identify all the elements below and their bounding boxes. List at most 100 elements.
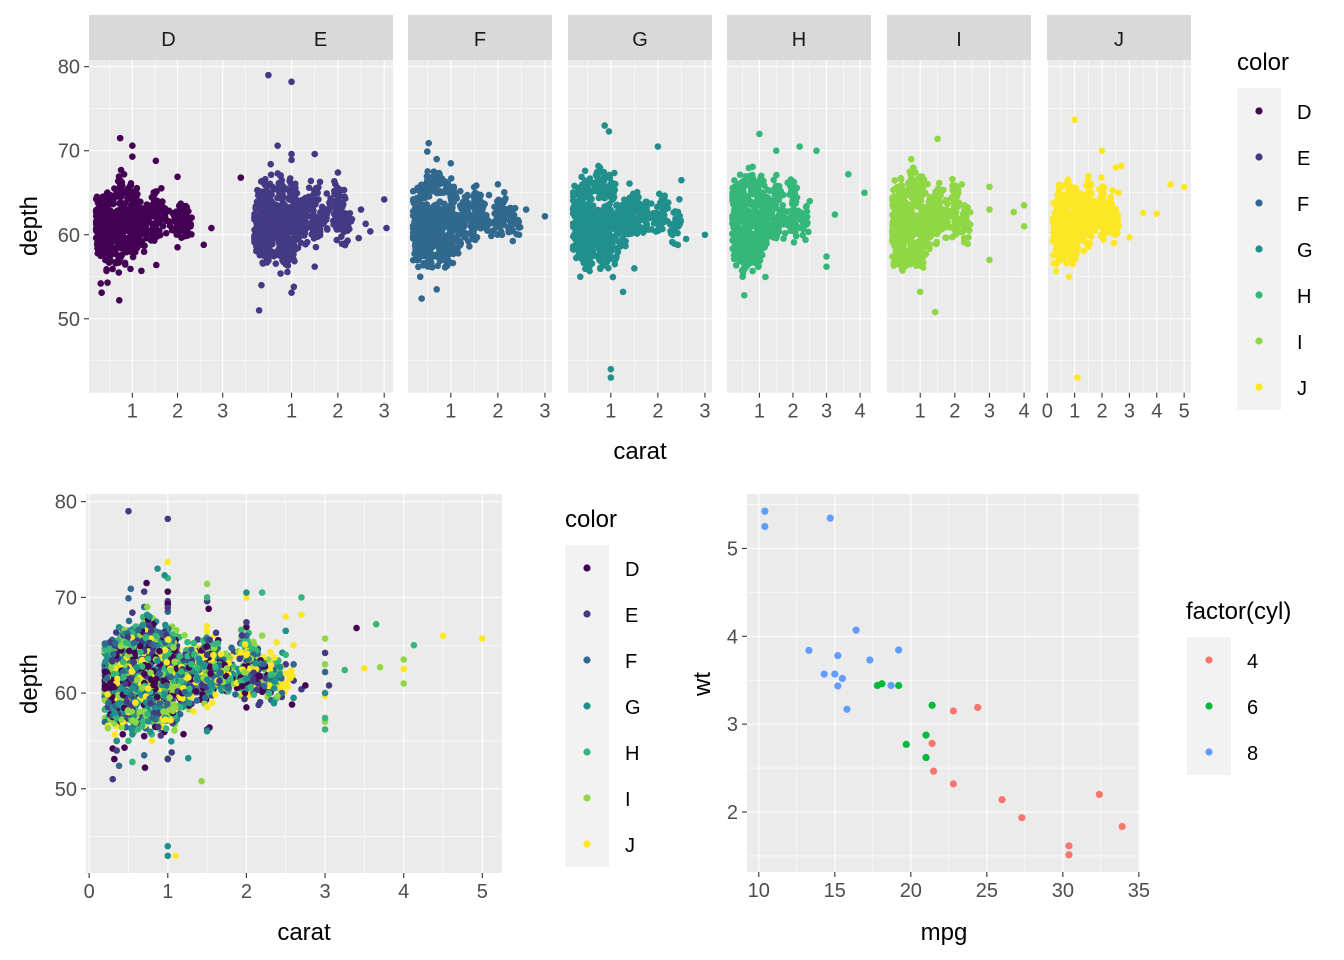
point: [428, 264, 436, 271]
point: [745, 164, 753, 172]
point: [922, 250, 930, 258]
point: [748, 240, 756, 248]
point: [162, 229, 170, 237]
point: [671, 208, 679, 215]
point: [643, 204, 650, 211]
point: [986, 206, 993, 213]
point: [275, 179, 283, 187]
point: [208, 224, 215, 232]
point: [434, 262, 441, 270]
point: [1058, 252, 1066, 260]
point: [941, 221, 948, 229]
point: [741, 230, 749, 238]
point: [355, 234, 363, 242]
point: [305, 184, 313, 192]
point: [437, 232, 444, 240]
point: [416, 273, 424, 281]
points-layer: [729, 130, 868, 299]
point: [265, 71, 272, 79]
x-tick-label: 1: [127, 401, 138, 423]
point: [135, 213, 142, 221]
point: [140, 248, 148, 256]
point: [269, 240, 276, 248]
x-tick-label: 2: [492, 401, 503, 423]
point: [948, 207, 956, 214]
point: [760, 228, 768, 236]
point: [903, 226, 910, 233]
point: [813, 147, 820, 155]
point: [642, 198, 650, 206]
point: [261, 175, 269, 183]
point: [515, 218, 523, 226]
point: [133, 244, 141, 252]
point: [318, 203, 326, 211]
x-tick-label: 4: [1151, 401, 1162, 423]
point: [607, 181, 615, 188]
point: [102, 246, 109, 253]
x-tick-label: 1: [915, 401, 926, 423]
point: [149, 224, 157, 232]
point: [776, 210, 784, 217]
point: [94, 222, 102, 230]
point: [603, 248, 611, 256]
point: [435, 251, 443, 259]
point: [97, 280, 105, 287]
point: [309, 212, 317, 220]
point: [272, 260, 280, 267]
point: [746, 260, 753, 267]
point: [613, 201, 621, 209]
point: [756, 130, 763, 138]
point: [274, 249, 282, 257]
point: [140, 207, 148, 214]
point: [425, 139, 433, 147]
point: [285, 196, 293, 203]
point: [658, 196, 666, 203]
point: [480, 223, 487, 231]
facet-strip-label: D: [161, 29, 175, 51]
point: [266, 181, 274, 189]
point: [129, 188, 137, 195]
point: [622, 238, 629, 245]
point: [455, 231, 463, 238]
point: [433, 183, 440, 191]
point: [916, 288, 924, 296]
x-tick-label: 4: [855, 401, 866, 423]
point: [143, 201, 151, 209]
point: [616, 242, 624, 250]
x-tick-label: 3: [984, 401, 995, 423]
point: [457, 187, 464, 195]
point: [298, 218, 305, 225]
point: [934, 135, 941, 143]
point: [129, 153, 136, 160]
point: [316, 226, 324, 233]
point: [285, 229, 293, 236]
point: [608, 223, 615, 231]
facet-strip-label: F: [474, 29, 486, 51]
point: [641, 217, 648, 224]
point: [444, 246, 452, 254]
point: [493, 197, 501, 205]
point: [290, 251, 297, 258]
point: [897, 252, 905, 260]
point: [473, 234, 480, 241]
point: [861, 189, 868, 197]
point: [743, 242, 751, 249]
point: [582, 260, 590, 268]
point: [937, 191, 944, 199]
point: [739, 178, 746, 186]
x-tick-label: 3: [699, 401, 710, 423]
point: [796, 208, 804, 216]
point: [129, 253, 137, 261]
point: [423, 218, 431, 225]
point: [596, 243, 603, 251]
point: [426, 187, 434, 195]
point: [739, 204, 747, 211]
point: [308, 224, 315, 231]
point: [780, 191, 787, 199]
point: [150, 204, 158, 212]
point: [307, 177, 315, 185]
point: [674, 215, 681, 222]
y-tick-label: 50: [58, 309, 80, 331]
